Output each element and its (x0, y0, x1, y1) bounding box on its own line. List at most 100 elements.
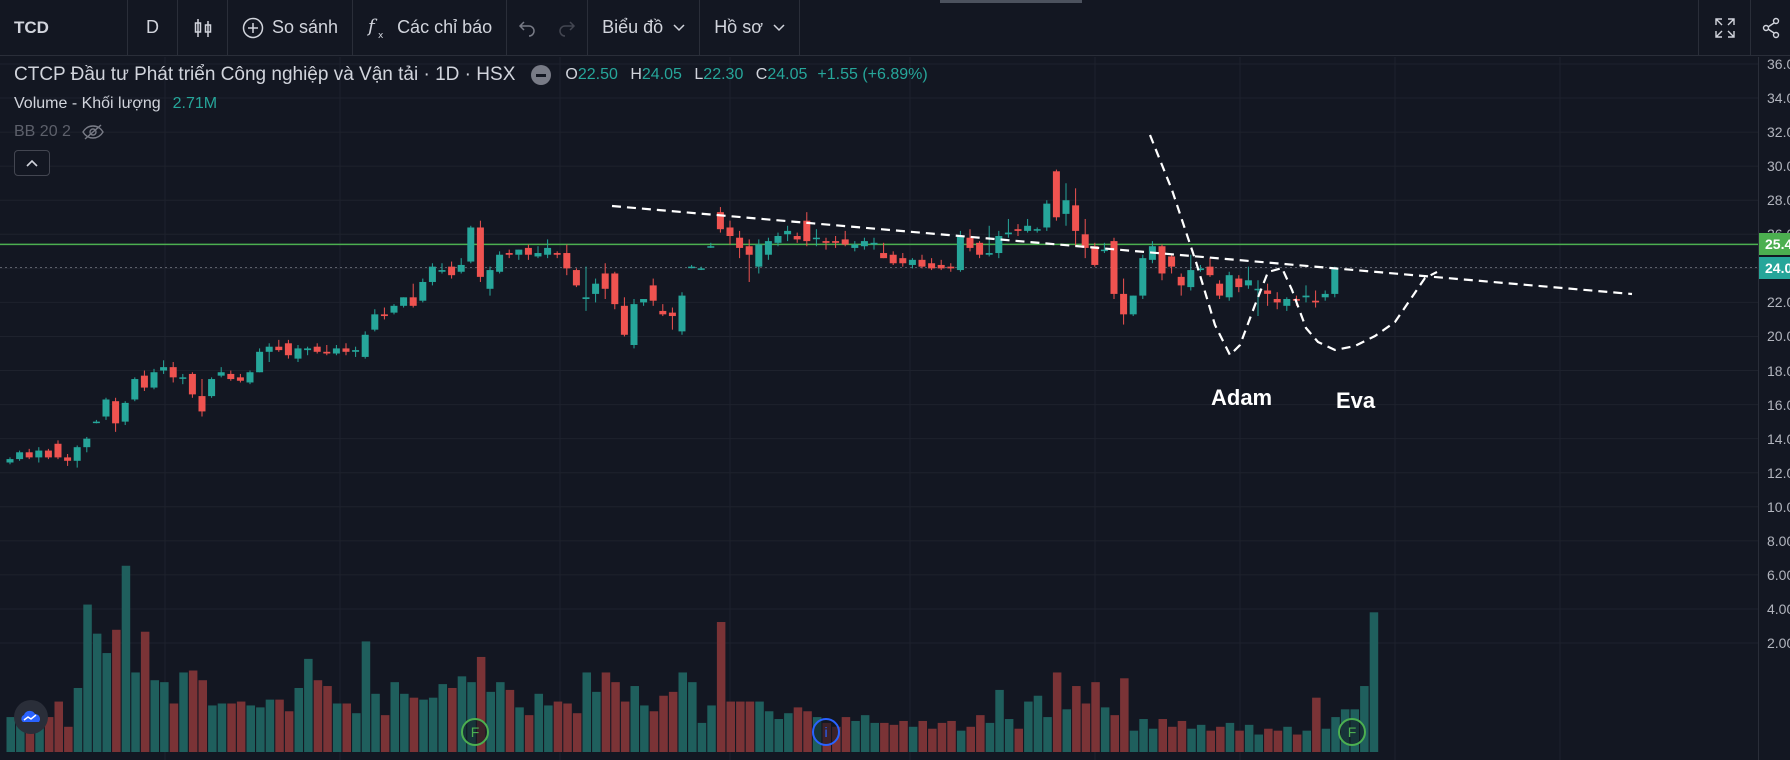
volume-bar (6, 717, 15, 752)
price-tick-label: 14.00 (1767, 430, 1790, 447)
volume-bar (553, 701, 563, 752)
volume-bar (1004, 719, 1014, 752)
redo-button[interactable] (547, 0, 589, 56)
candle-body (534, 253, 542, 257)
candle-body (1264, 290, 1272, 294)
candle-body (649, 285, 657, 301)
volume-indicator-label[interactable]: Volume - Khối lượng (14, 95, 161, 112)
fullscreen-icon (1714, 18, 1735, 38)
price-tick-label: 4.00 (1767, 600, 1790, 617)
candle-body (294, 348, 302, 359)
volume-bar (688, 682, 697, 752)
candle-body (870, 242, 878, 245)
candle-body (966, 237, 974, 248)
volume-bar (1033, 695, 1043, 752)
volume-bar (985, 722, 995, 752)
volume-bar (1244, 724, 1254, 752)
volume-bar (544, 705, 553, 752)
share-button[interactable] (1750, 0, 1790, 56)
volume-bar (44, 717, 54, 752)
profile-menu-button[interactable]: Hồ sơ (700, 0, 801, 56)
volume-bar (899, 720, 908, 752)
candle-body (592, 283, 600, 294)
volume-bar (956, 730, 966, 752)
volume-bar (1139, 719, 1148, 752)
price-axis[interactable]: 36.0034.0032.0030.0028.0026.0024.0022.00… (1758, 57, 1790, 760)
legend-symbol-title: CTCP Đầu tư Phát triển Công nghiệp và Vậ… (14, 64, 516, 85)
candle-body (409, 297, 417, 306)
legend-open: 22.50 (577, 66, 618, 83)
candle-body (83, 438, 91, 448)
volume-bar (1206, 730, 1215, 752)
candle-body (803, 220, 811, 242)
candle-body (841, 239, 849, 245)
candle-body (553, 253, 561, 255)
candle-body (544, 247, 552, 255)
compare-button[interactable]: So sánh (228, 0, 354, 56)
candle-body (352, 350, 360, 352)
volume-bar (534, 693, 543, 752)
candle-body (102, 399, 110, 417)
volume-bar (112, 629, 121, 752)
candle-body (1177, 276, 1185, 286)
candle-body (380, 314, 388, 317)
annotation-adam[interactable]: Adam (1211, 385, 1273, 410)
candle-body (448, 266, 456, 276)
volume-bar (1168, 726, 1177, 752)
price-tick-label: 2.00 (1767, 635, 1790, 652)
collapse-legend-button[interactable] (14, 150, 50, 176)
volume-bar (1014, 728, 1023, 752)
volume-bar (160, 682, 169, 752)
candle-body (25, 452, 33, 458)
eye-crossed-icon[interactable] (81, 123, 105, 141)
undo-button[interactable] (507, 0, 547, 56)
candle-body (1139, 258, 1147, 296)
volume-bar (448, 687, 457, 752)
candle-body (985, 253, 993, 255)
timeframe-button[interactable]: D (128, 0, 178, 56)
chart-type-button[interactable] (178, 0, 228, 56)
volume-bar (803, 711, 812, 752)
annotation-eva[interactable]: Eva (1336, 388, 1376, 413)
candle-body (1033, 229, 1041, 231)
hide-symbol-button[interactable] (531, 65, 552, 85)
volume-bar (361, 641, 371, 752)
volume-bar (630, 686, 639, 752)
volume-bar (918, 720, 927, 752)
candle-body (812, 237, 820, 240)
chart-menu-button[interactable]: Biểu đồ (588, 0, 701, 56)
candle-body (476, 227, 484, 277)
candle-body (265, 346, 273, 352)
volume-bar (716, 622, 726, 752)
fullscreen-button[interactable] (1698, 0, 1750, 56)
volume-bar (1360, 686, 1369, 752)
volume-bar (54, 701, 63, 752)
price-tick-label: 18.00 (1767, 362, 1790, 379)
volume-bar (1283, 726, 1292, 752)
candle-body (1062, 200, 1070, 214)
symbol-search-button[interactable]: TCD (0, 0, 128, 56)
bollinger-indicator-label[interactable]: BB 20 2 (14, 123, 71, 140)
candle-body (822, 241, 830, 243)
candle-body (1254, 288, 1262, 291)
event-marker (461, 718, 489, 746)
tradingview-logo[interactable] (14, 700, 48, 734)
candle-body (1110, 241, 1118, 294)
candle-body (563, 253, 571, 269)
volume-bar (419, 699, 428, 752)
price-tick-label: 22.00 (1767, 294, 1790, 311)
candle-body (313, 346, 321, 352)
volume-bar (35, 715, 44, 752)
candles-icon (194, 18, 211, 37)
volume-bar (1129, 730, 1139, 752)
legend-close: 24.05 (767, 66, 808, 83)
volume-bar (1081, 703, 1091, 752)
candle-body (928, 263, 936, 269)
candle-body (1312, 300, 1320, 303)
candle-body (937, 264, 945, 269)
last-price-tag: 24.05 (1759, 256, 1790, 279)
volume-bar (332, 703, 342, 752)
